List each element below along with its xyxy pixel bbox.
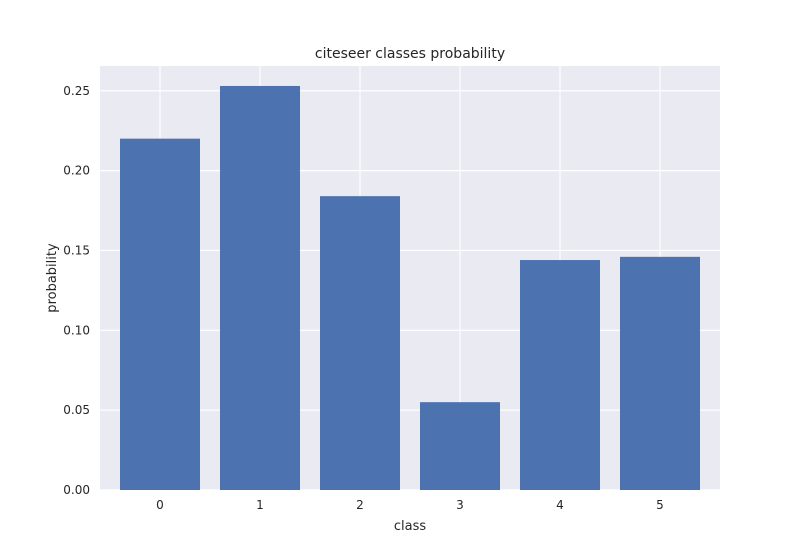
y-tick-label: 0.05 [63,403,90,417]
x-tick-label: 4 [556,498,564,512]
y-tick-label: 0.25 [63,84,90,98]
bar-class-2 [320,196,400,490]
y-tick-label: 0.20 [63,164,90,178]
bar-class-5 [620,256,700,490]
x-axis-label: class [394,519,426,534]
x-tick-label: 0 [156,498,164,512]
y-tick-label: 0.10 [63,323,90,337]
y-axis-ticks: 0.00 0.05 0.10 0.15 0.20 0.25 [63,84,90,497]
chart-title: citeseer classes probability [315,46,505,62]
bar-class-4 [520,260,600,490]
bar-class-1 [220,85,300,490]
x-tick-label: 5 [656,498,664,512]
y-axis-label: probability [45,243,60,313]
x-tick-label: 1 [256,498,264,512]
y-tick-label: 0.15 [63,243,90,257]
bar-class-0 [120,138,200,490]
plot-area-background [100,66,720,490]
x-tick-label: 3 [456,498,464,512]
x-tick-label: 2 [356,498,364,512]
y-tick-label: 0.00 [63,483,90,497]
x-axis-ticks: 0 1 2 3 4 5 [156,498,664,512]
bars [120,85,700,490]
bar-class-3 [420,402,500,490]
